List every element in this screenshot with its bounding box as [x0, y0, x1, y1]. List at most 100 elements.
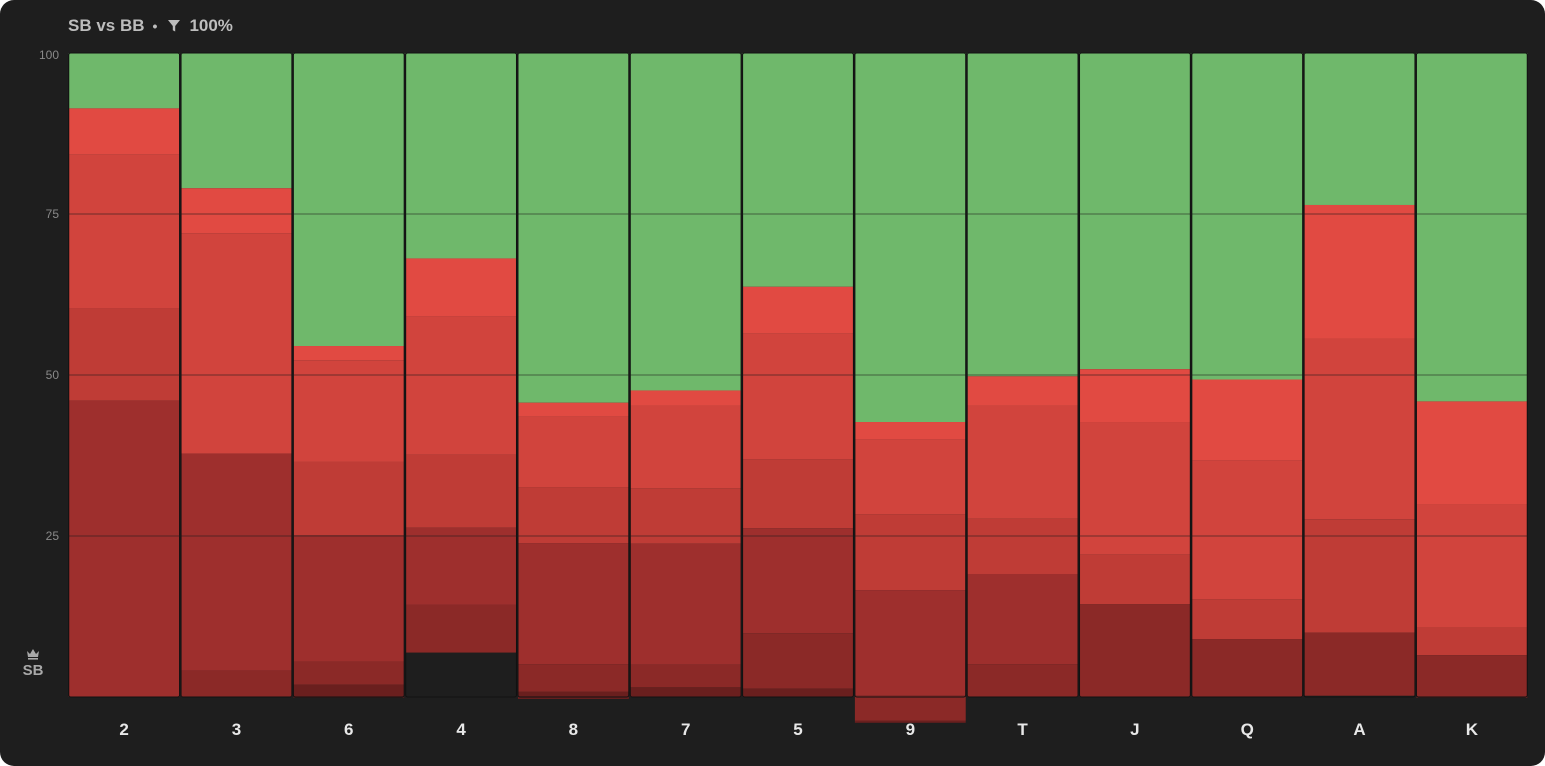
bar-column-5[interactable] [742, 52, 854, 698]
bar-segment[interactable] [293, 346, 405, 361]
y-tick-label: 50 [46, 368, 60, 382]
bar-segment[interactable] [68, 400, 180, 697]
y-tick-label: 75 [46, 207, 60, 221]
bar-segment[interactable] [517, 402, 629, 417]
bar-column-2[interactable] [68, 52, 181, 698]
filter-icon[interactable] [167, 19, 181, 33]
bar-segment[interactable] [854, 590, 966, 696]
bar-segment[interactable] [1416, 401, 1528, 505]
bar-segment[interactable] [854, 53, 966, 423]
bar-column-A[interactable] [1303, 52, 1416, 698]
bar-segment[interactable] [630, 390, 742, 406]
bar-segment[interactable] [405, 604, 517, 653]
bar-segment[interactable] [1191, 460, 1303, 600]
bar-segment[interactable] [1079, 554, 1191, 605]
bars-group [68, 52, 1528, 723]
bar-segment[interactable] [293, 53, 405, 347]
bar-segment[interactable] [517, 416, 629, 488]
bar-column-T[interactable] [966, 52, 1079, 698]
bar-segment[interactable] [742, 53, 854, 287]
bar-segment[interactable] [405, 258, 517, 317]
bar-column-9[interactable] [854, 52, 967, 723]
bar-segment[interactable] [967, 574, 1079, 665]
bar-segment[interactable] [1416, 53, 1528, 402]
bar-segment[interactable] [630, 687, 742, 697]
bar-column-4[interactable] [405, 52, 517, 698]
bar-column-7[interactable] [629, 52, 742, 698]
bar-segment[interactable] [517, 691, 629, 699]
bar-segment[interactable] [1416, 504, 1528, 628]
bar-segment[interactable] [1079, 422, 1191, 555]
bar-segment[interactable] [181, 188, 292, 234]
bar-segment[interactable] [68, 308, 180, 401]
bar-segment[interactable] [1304, 338, 1415, 520]
bar-segment[interactable] [742, 286, 854, 334]
bar-column-3[interactable] [180, 52, 293, 698]
bar-column-8[interactable] [517, 52, 630, 699]
bar-segment[interactable] [967, 53, 1079, 377]
bar-segment[interactable] [1416, 655, 1528, 698]
bar-segment[interactable] [68, 154, 180, 309]
bar-segment[interactable] [742, 333, 854, 460]
bar-segment[interactable] [967, 405, 1079, 519]
bar-segment[interactable] [1191, 599, 1303, 640]
bar-segment[interactable] [1191, 53, 1303, 380]
y-tick-label: 25 [46, 529, 60, 543]
bar-segment[interactable] [181, 233, 292, 454]
bar-segment[interactable] [293, 684, 405, 698]
bar-segment[interactable] [630, 488, 742, 544]
bar-segment[interactable] [1191, 379, 1303, 461]
bar-segment[interactable] [405, 53, 517, 259]
bar-segment[interactable] [1304, 632, 1415, 696]
bar-segment[interactable] [405, 527, 517, 605]
bar-segment[interactable] [181, 53, 292, 189]
bar-segment[interactable] [405, 454, 517, 528]
bar-segment[interactable] [181, 453, 292, 671]
bar-segment[interactable] [854, 720, 966, 723]
bar-segment[interactable] [1191, 639, 1303, 697]
bar-segment[interactable] [517, 543, 629, 665]
x-tick-label: 5 [793, 720, 802, 739]
bar-column-J[interactable] [1079, 52, 1191, 698]
bar-segment[interactable] [293, 461, 405, 536]
bar-segment[interactable] [1079, 53, 1191, 370]
bar-segment[interactable] [1304, 53, 1415, 205]
bar-segment[interactable] [517, 664, 629, 692]
x-tick-label: 7 [681, 720, 690, 739]
bar-segment[interactable] [1079, 604, 1191, 697]
bar-segment[interactable] [517, 53, 629, 403]
bar-segment[interactable] [293, 661, 405, 685]
bar-segment[interactable] [967, 664, 1079, 697]
bar-segment[interactable] [742, 528, 854, 634]
bar-segment[interactable] [630, 405, 742, 489]
bar-segment[interactable] [742, 459, 854, 529]
bar-segment[interactable] [181, 670, 292, 697]
bar-column-Q[interactable] [1191, 52, 1304, 698]
filter-value[interactable]: 100% [189, 16, 233, 35]
bar-segment[interactable] [854, 695, 966, 721]
bar-segment[interactable] [68, 108, 180, 155]
x-tick-label: 8 [569, 720, 578, 739]
bar-column-6[interactable] [292, 52, 405, 698]
bar-segment[interactable] [967, 376, 1079, 406]
bar-segment[interactable] [967, 518, 1079, 574]
bar-segment[interactable] [405, 316, 517, 455]
bar-segment[interactable] [630, 543, 742, 665]
bar-segment[interactable] [517, 487, 629, 544]
bar-segment[interactable] [293, 360, 405, 462]
bar-segment[interactable] [854, 514, 966, 591]
bar-segment[interactable] [854, 439, 966, 515]
bar-segment[interactable] [293, 535, 405, 662]
bar-segment[interactable] [630, 664, 742, 688]
bar-segment[interactable] [742, 688, 854, 697]
bar-segment[interactable] [1416, 627, 1528, 656]
bar-segment[interactable] [854, 422, 966, 440]
bar-segment[interactable] [630, 53, 742, 391]
bar-segment[interactable] [1079, 369, 1191, 423]
bar-segment[interactable] [742, 633, 854, 689]
bar-segment[interactable] [1304, 519, 1415, 633]
x-tick-label: Q [1241, 720, 1254, 739]
bar-segment[interactable] [1304, 204, 1415, 339]
bar-segment[interactable] [68, 53, 180, 109]
bar-column-K[interactable] [1415, 52, 1528, 698]
